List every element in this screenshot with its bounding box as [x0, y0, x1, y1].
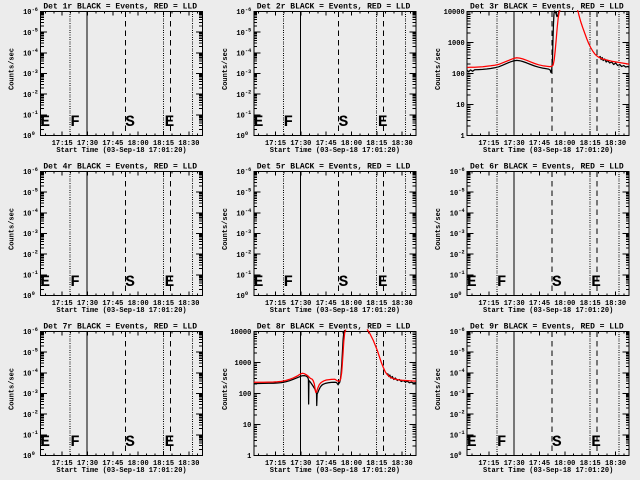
svg-text:Det 4r BLACK = Events, RED = L: Det 4r BLACK = Events, RED = LLD [43, 163, 197, 172]
svg-text:Det 8r BLACK = Events, RED = L: Det 8r BLACK = Events, RED = LLD [257, 323, 411, 332]
svg-text:Det 7r BLACK = Events, RED = L: Det 7r BLACK = Events, RED = LLD [43, 323, 197, 332]
svg-text:Det 5r BLACK = Events, RED = L: Det 5r BLACK = Events, RED = LLD [257, 163, 411, 172]
svg-text:Det 6r BLACK = Events, RED = L: Det 6r BLACK = Events, RED = LLD [470, 163, 624, 172]
svg-text:Det 2r BLACK = Events, RED = L: Det 2r BLACK = Events, RED = LLD [257, 3, 411, 12]
svg-text:Det 1r BLACK = Events, RED = L: Det 1r BLACK = Events, RED = LLD [43, 3, 197, 12]
svg-text:Det 3r BLACK = Events, RED = L: Det 3r BLACK = Events, RED = LLD [470, 3, 624, 12]
svg-text:Det 9r BLACK = Events, RED = L: Det 9r BLACK = Events, RED = LLD [470, 323, 624, 332]
